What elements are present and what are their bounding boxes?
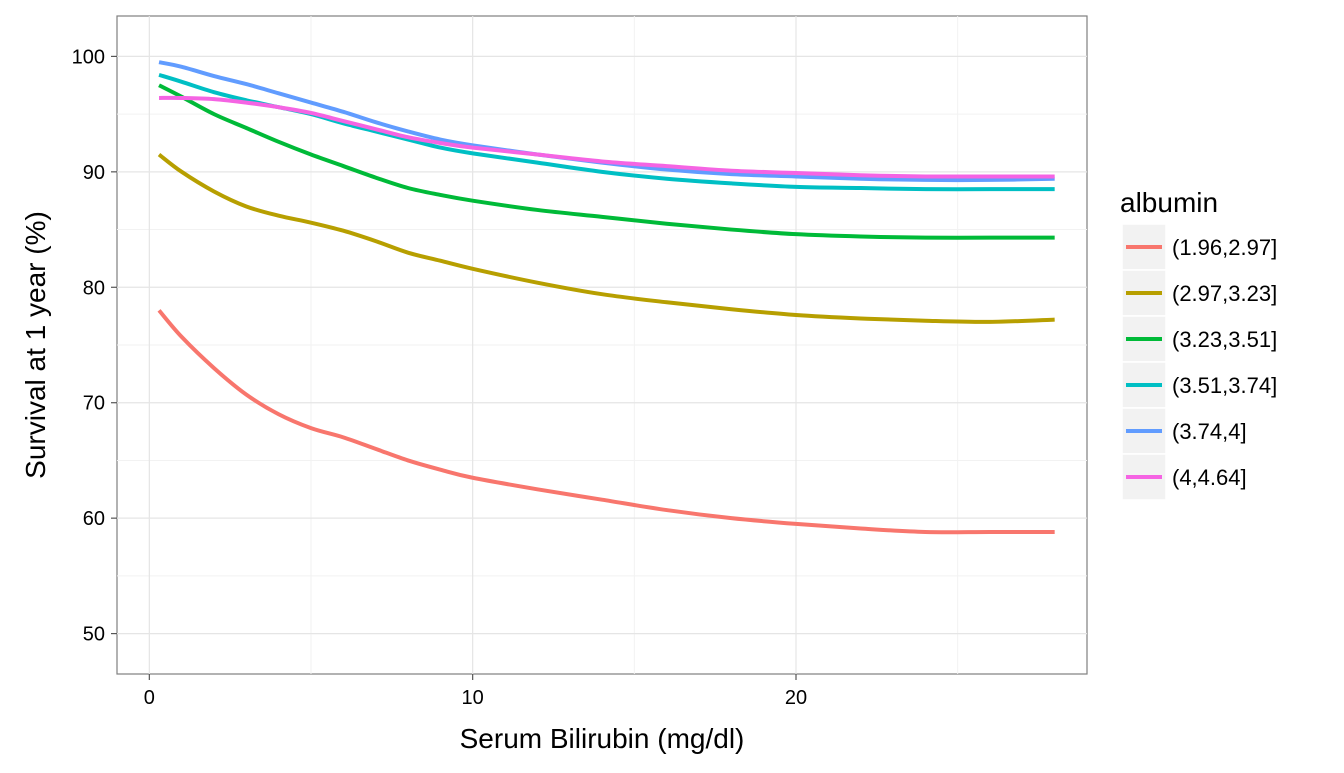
y-tick-label: 50 [83,624,105,646]
series-line-2 [157,152,1055,324]
series-line-5 [158,60,1055,183]
x-axis-title: Serum Bilirubin (mg/dl) [460,723,745,754]
legend-items: (1.96,2.97] (2.97,3.23] (3.23,3.51] (3.51,3… [1121,223,1277,501]
series-line-1 [157,309,1055,535]
x-axis: 0 10 20 [144,674,807,709]
y-axis: 50 60 70 80 90 100 [72,46,117,646]
legend-label: (3.23,3.51] [1172,327,1277,352]
grid-major [117,16,1087,674]
x-tick-label: 10 [462,687,484,709]
y-tick-label: 70 [83,393,105,415]
legend-label: (2.97,3.23] [1172,281,1277,306]
y-tick-label: 100 [72,46,105,68]
legend-label: (1.96,2.97] [1172,235,1277,260]
x-tick-label: 20 [785,687,807,709]
legend-label: (3.51,3.74] [1172,373,1277,398]
y-axis-title: Survival at 1 year (%) [20,211,51,479]
legend-label: (3.74,4] [1172,419,1247,444]
legend: albumin (1.96,2.97] (2.97,3.23] (3.23,3.51… [1120,187,1277,501]
series-line-6 [159,95,1055,179]
x-tick-label: 0 [144,687,155,709]
grid-minor [117,16,1087,674]
series-line-3 [158,83,1055,240]
y-tick-label: 60 [83,508,105,530]
y-tick-label: 80 [83,277,105,299]
legend-label: (4,4.64] [1172,465,1247,490]
series-layer [157,60,1055,535]
legend-title: albumin [1120,187,1218,218]
y-tick-label: 90 [83,162,105,184]
